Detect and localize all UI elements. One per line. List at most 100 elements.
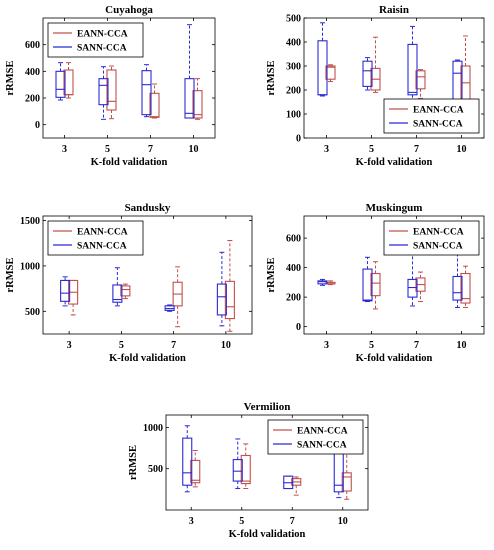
box-sann-cca-k5 <box>98 66 109 120</box>
box-iqr <box>184 78 195 119</box>
box-iqr <box>112 284 123 303</box>
y-tick-label: 300 <box>286 62 301 73</box>
x-tick-label: 5 <box>369 144 374 155</box>
y-tick-label: 0 <box>296 322 301 333</box>
box-sann-cca-k7 <box>407 253 418 307</box>
x-axis-label: K-fold validation <box>356 353 433 364</box>
y-tick-label: 200 <box>25 94 40 105</box>
y-tick-label: 1000 <box>20 261 40 272</box>
legend-label-sann-cca: SANN-CCA <box>413 242 463 252</box>
x-tick-label: 10 <box>457 144 467 155</box>
legend-label-sann-cca: SANN-CCA <box>77 242 127 252</box>
box-iqr <box>55 70 66 98</box>
y-axis-label: rRMSE <box>266 258 277 293</box>
box-iqr <box>240 454 251 485</box>
box-sann-cca-k3 <box>55 62 66 101</box>
box-sann-cca-k7 <box>283 475 294 490</box>
y-tick-label: 600 <box>25 40 40 51</box>
axes-frame <box>165 414 369 511</box>
legend-frame <box>47 22 144 58</box>
legend-label-eann-cca: EANN-CCA <box>413 228 464 238</box>
box-sann-cca-k3 <box>182 425 193 493</box>
panel-muskingum: Muskingum 0 200 400 600 3 5 7 10 K-fold validatio… <box>266 202 485 364</box>
legend: EANN-CCA SANN-CCA <box>47 22 144 58</box>
box-iqr <box>224 280 235 320</box>
box-iqr <box>120 285 131 297</box>
x-tick-label: 7 <box>414 340 419 351</box>
legend-label-eann-cca: EANN-CCA <box>77 30 128 40</box>
box-iqr <box>106 69 117 111</box>
legend-label-sann-cca: SANN-CCA <box>297 441 347 451</box>
x-axis-label: K-fold validation <box>356 157 433 168</box>
x-tick-label: 10 <box>457 340 467 351</box>
x-tick-label: 3 <box>189 516 194 527</box>
chart-title: Muskingum <box>366 202 423 214</box>
legend-frame <box>47 220 144 256</box>
y-tick-label: 600 <box>286 234 301 245</box>
box-iqr <box>182 437 193 486</box>
legend: EANN-CCA SANN-CCA <box>383 98 480 134</box>
box-iqr <box>149 92 160 118</box>
x-tick-label: 3 <box>62 144 67 155</box>
y-tick-label: 0 <box>35 120 40 131</box>
chart-title: Vermilion <box>244 401 291 413</box>
legend-label-eann-cca: EANN-CCA <box>297 427 348 437</box>
y-tick-label: 200 <box>286 86 301 97</box>
x-tick-label: 3 <box>324 144 329 155</box>
axes-frame <box>42 215 253 335</box>
box-iqr <box>325 65 336 80</box>
box-eann-cca-k5 <box>120 283 131 300</box>
legend-frame <box>267 419 364 455</box>
y-tick-label: 200 <box>286 293 301 304</box>
x-tick-label: 3 <box>324 340 329 351</box>
y-axis-label: rRMSE <box>128 445 139 480</box>
box-eann-cca-k3 <box>68 279 79 316</box>
box-sann-cca-k5 <box>362 256 373 303</box>
box-sann-cca-k5 <box>362 57 373 91</box>
axes-frame <box>303 17 485 139</box>
y-axis-label: rRMSE <box>266 61 277 96</box>
box-iqr <box>407 43 418 96</box>
y-tick-label: 0 <box>296 134 301 145</box>
box-iqr <box>370 272 381 297</box>
box-eann-cca-k3 <box>63 62 74 99</box>
box-eann-cca-k5 <box>370 261 381 310</box>
y-tick-label: 500 <box>148 464 163 475</box>
legend-frame <box>383 98 480 134</box>
legend-label-sann-cca: SANN-CCA <box>77 44 127 54</box>
box-iqr <box>362 60 373 87</box>
box-iqr <box>317 280 328 285</box>
x-tick-label: 5 <box>239 516 244 527</box>
box-iqr <box>460 272 471 304</box>
y-tick-label: 500 <box>286 14 301 25</box>
box-iqr <box>192 90 203 119</box>
box-eann-cca-k7 <box>149 83 160 119</box>
box-iqr <box>141 70 152 116</box>
panel-cuyahoga: Cuyahoga 0 200 400 600 3 5 7 10 K-fold validation… <box>5 4 216 168</box>
x-tick-label: 3 <box>67 340 72 351</box>
box-iqr <box>341 472 352 492</box>
legend: EANN-CCA SANN-CCA <box>47 220 144 256</box>
panel-sandusky: Sandusky 500 1000 1500 3 5 7 10 K-fold validatio… <box>5 202 253 364</box>
x-axis-label: K-fold validation <box>91 157 168 168</box>
box-sann-cca-k7 <box>407 25 418 102</box>
y-axis-label: rRMSE <box>5 258 16 293</box>
x-tick-label: 5 <box>105 144 110 155</box>
box-iqr <box>232 459 243 482</box>
box-iqr <box>452 275 463 301</box>
x-tick-label: 5 <box>369 340 374 351</box>
box-sann-cca-k10 <box>184 24 195 119</box>
x-tick-label: 10 <box>338 516 348 527</box>
box-eann-cca-k10 <box>192 78 203 120</box>
box-sann-cca-k3 <box>60 276 71 307</box>
box-eann-cca-k5 <box>106 65 117 120</box>
axes-frame <box>303 215 485 335</box>
x-tick-label: 10 <box>189 144 199 155</box>
y-tick-label: 1500 <box>20 216 40 227</box>
x-tick-label: 5 <box>119 340 124 351</box>
panel-raisin: Raisin 0 100 200 300 400 500 3 5 7 10 K-fold valida… <box>266 4 485 168</box>
y-tick-label: 100 <box>286 110 301 121</box>
box-sann-cca-k7 <box>141 64 152 118</box>
x-axis-label: K-fold validation <box>109 353 186 364</box>
